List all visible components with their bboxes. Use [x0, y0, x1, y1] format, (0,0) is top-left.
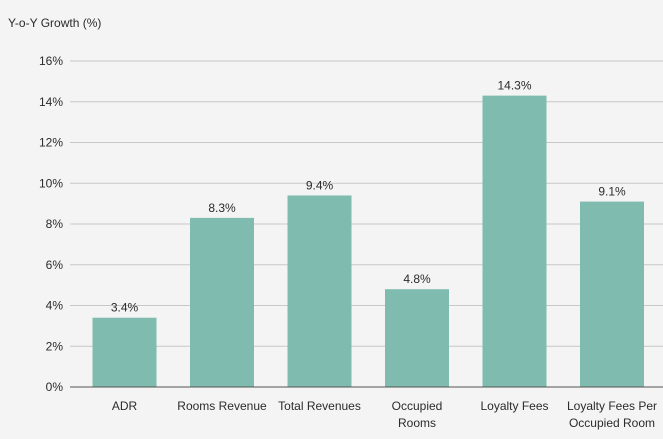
y-axis-ticks: 0% 2% 4% 6% 8% 10% 12% 14% 16%: [39, 54, 63, 394]
x-axis-tick-labels: ADR Rooms Revenue Total Revenues Occupied Ro…: [112, 399, 657, 430]
data-label: 4.8%: [403, 272, 431, 286]
bar: [385, 289, 449, 387]
x-tick-label-line: Loyalty Fees Per: [567, 399, 657, 413]
y-tick-label: 10%: [39, 176, 63, 190]
data-label: 9.1%: [598, 185, 626, 199]
y-tick-label: 2%: [46, 339, 64, 353]
x-tick-label: Rooms Revenue: [177, 399, 267, 413]
x-tick-label-line: Occupied: [392, 399, 443, 413]
x-tick-label: ADR: [112, 399, 138, 413]
y-tick-label: 6%: [46, 258, 64, 272]
x-tick-label-line: ADR: [112, 399, 138, 413]
y-tick-label: 4%: [46, 299, 64, 313]
bar: [190, 217, 254, 387]
y-tick-label: 0%: [46, 380, 64, 394]
x-tick-label: Loyalty Fees: [480, 399, 548, 413]
data-labels: 3.4% 8.3% 9.4% 4.8% 14.3% 9.1%: [111, 79, 626, 315]
x-tick-label-line: Loyalty Fees: [480, 399, 548, 413]
bar: [580, 201, 644, 387]
data-label: 14.3%: [497, 79, 531, 93]
data-label: 3.4%: [111, 301, 139, 315]
data-label: 9.4%: [306, 178, 334, 192]
bar: [92, 317, 157, 387]
y-axis-title: Y-o-Y Growth (%): [8, 16, 101, 30]
bars: [92, 95, 644, 387]
x-tick-label-line: Rooms: [398, 416, 436, 430]
x-tick-label: Loyalty Fees Per Occupied Room: [567, 399, 657, 430]
x-tick-label-line: Occupied Room: [569, 416, 655, 430]
y-tick-label: 12%: [39, 136, 63, 150]
x-tick-label-line: Total Revenues: [278, 399, 361, 413]
x-tick-label: Total Revenues: [278, 399, 361, 413]
x-tick-label: Occupied Rooms: [392, 399, 443, 430]
gridlines: [70, 60, 663, 347]
bar: [482, 95, 547, 387]
bar: [287, 195, 352, 387]
y-tick-label: 14%: [39, 95, 63, 109]
y-tick-label: 8%: [46, 217, 64, 231]
y-tick-label: 16%: [39, 54, 63, 68]
data-label: 8.3%: [208, 201, 236, 215]
x-tick-label-line: Rooms Revenue: [177, 399, 267, 413]
